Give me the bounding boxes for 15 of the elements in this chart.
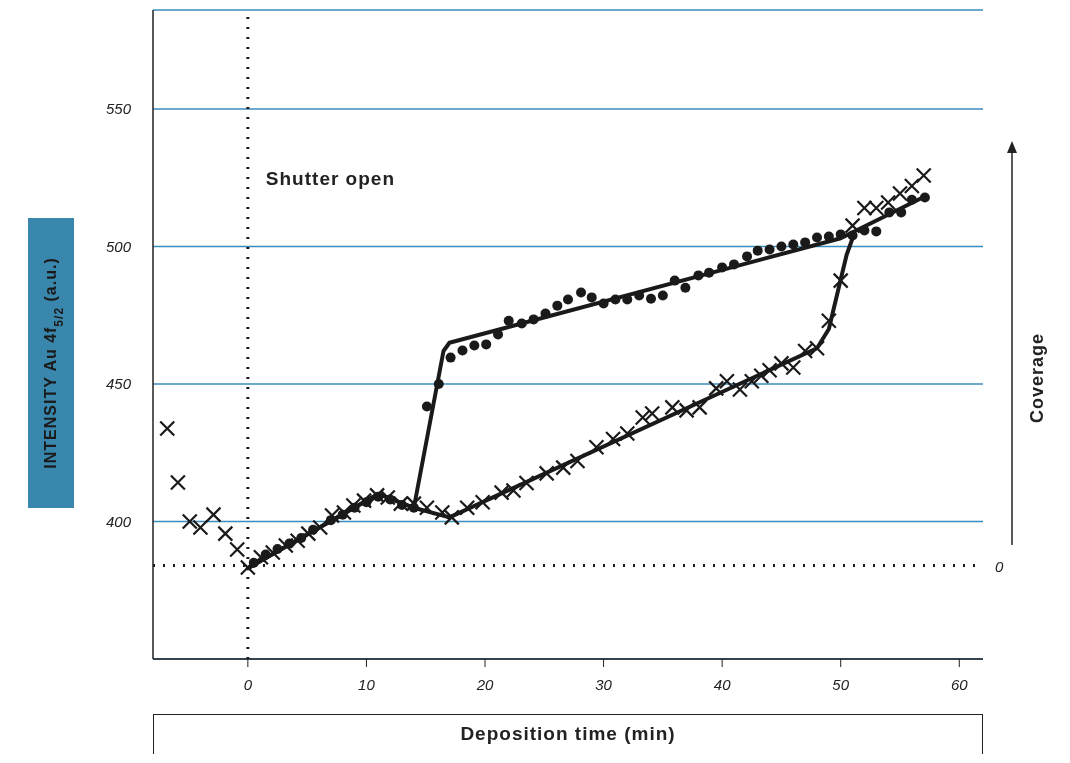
y-tick-label: 500	[105, 237, 132, 255]
x-tick-label: 10	[358, 675, 376, 693]
y-tick-label: 550	[105, 100, 132, 118]
ref-line-label: Shutter open	[265, 168, 396, 189]
x-tick-label: 40	[713, 675, 732, 693]
y-tick-label: 450	[105, 375, 132, 393]
x-tick-label: 0	[243, 675, 253, 693]
x-tick-label: 30	[595, 675, 613, 693]
x-axis-title: Deposition time (min)	[153, 714, 983, 754]
x-tick-label: 20	[475, 675, 494, 693]
x-tick-label: 50	[832, 675, 850, 693]
y-tick-label: 400	[105, 512, 132, 530]
y2-axis-title: Coverage	[1027, 332, 1047, 424]
x-tick-label: 60	[950, 675, 969, 693]
annotation: 0	[995, 557, 1004, 575]
